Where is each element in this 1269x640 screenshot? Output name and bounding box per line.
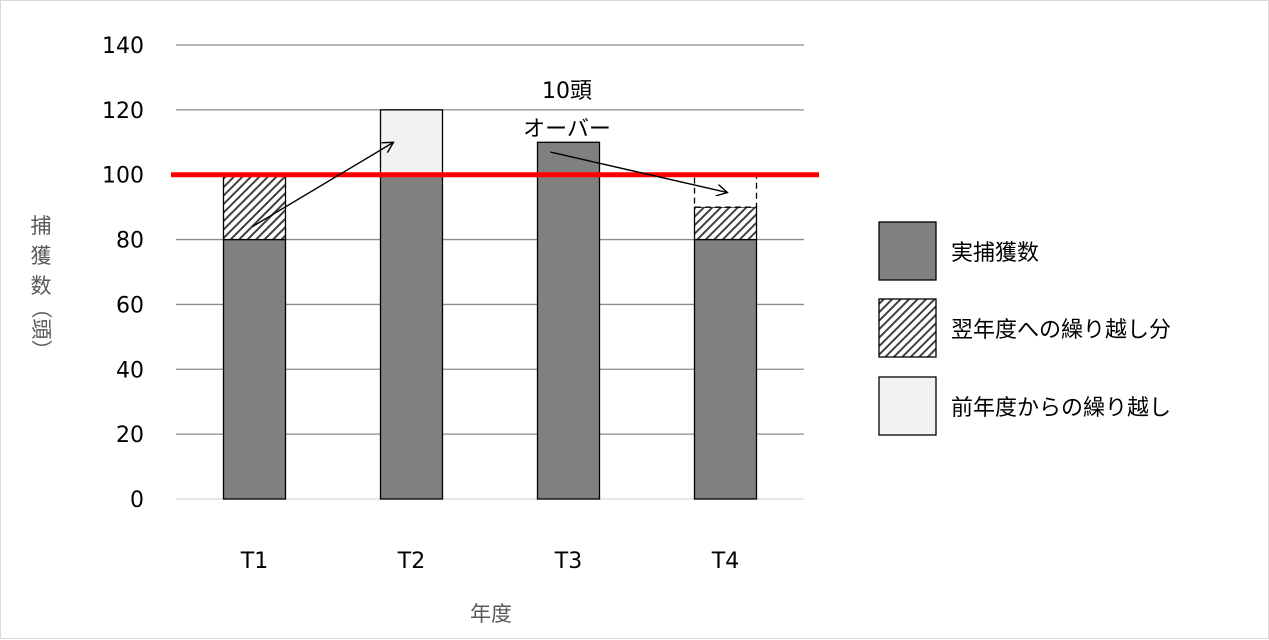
annotation-line-2: オーバー [523, 117, 611, 142]
bar-segment-carry-forward [222, 174, 287, 241]
bar-segment-carry-in [693, 174, 758, 208]
y-tick-label: 140 [102, 34, 144, 59]
bar-segment-carry-forward [693, 206, 758, 241]
y-axis-title-char: 数 [31, 274, 52, 298]
legend-swatch [878, 298, 937, 358]
y-tick-label: 80 [116, 229, 144, 254]
legend-swatch [878, 376, 937, 436]
y-tick-label: 20 [116, 423, 144, 448]
legend-label: 翌年度への繰り越し分 [951, 318, 1171, 343]
y-axis-ticks: 0 20 40 60 80 100 120 140 [102, 34, 144, 513]
bar-segment-carry-in [379, 109, 444, 176]
x-tick-label: T1 [240, 549, 268, 574]
y-tick-label: 0 [130, 488, 144, 513]
carryover-arrows [252, 142, 728, 228]
legend-label: 実捕獲数 [951, 241, 1039, 266]
arrow-t3-to-t4 [550, 151, 728, 193]
x-tick-label: T2 [397, 549, 425, 574]
bars [222, 109, 758, 500]
x-tick-label: T3 [554, 549, 582, 574]
y-tick-label: 40 [116, 358, 144, 383]
y-axis-title: 捕獲数（頭） [29, 214, 53, 361]
bar-segment-actual [222, 238, 287, 500]
y-axis-title-char: 捕 [31, 214, 52, 238]
y-axis-title-char: 獲 [31, 244, 52, 268]
y-tick-label: 60 [116, 293, 144, 318]
legend-label: 前年度からの繰り越し [951, 396, 1171, 421]
bar-segment-actual [379, 174, 444, 500]
arrow-t1-to-t2 [252, 142, 394, 228]
annotation-line-1: 10頭 [542, 79, 592, 104]
x-tick-label: T4 [711, 549, 739, 574]
y-axis-title-unit: （頭） [29, 298, 53, 361]
x-axis-ticks: T1 T2 T3 T4 [240, 549, 739, 574]
bar-segment-actual [536, 141, 601, 500]
y-tick-label: 100 [102, 164, 144, 189]
x-axis-title: 年度 [470, 602, 512, 626]
bar-segment-actual [693, 238, 758, 500]
legend-swatch [878, 221, 937, 281]
y-tick-label: 120 [102, 99, 144, 124]
